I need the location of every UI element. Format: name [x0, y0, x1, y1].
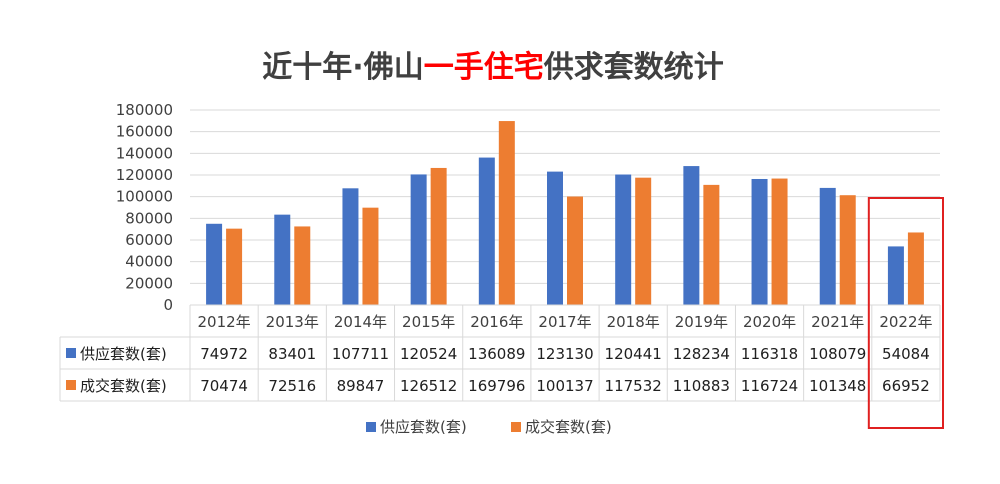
table-cell-value: 74972 — [200, 345, 248, 363]
y-tick-label: 60000 — [125, 231, 173, 249]
table-series-label: 成交套数(套) — [80, 377, 167, 395]
bar-sales-2017年 — [567, 196, 583, 305]
y-tick-label: 180000 — [116, 101, 173, 119]
bar-supply-2021年 — [819, 187, 836, 305]
category-label: 2012年 — [197, 313, 250, 331]
category-label: 2017年 — [538, 313, 591, 331]
y-tick-label: 100000 — [116, 188, 173, 206]
table-cell-value: 123130 — [536, 345, 593, 363]
table-cell-value: 117532 — [605, 377, 662, 395]
y-tick-label: 40000 — [125, 253, 173, 271]
category-label: 2018年 — [607, 313, 660, 331]
y-tick-label: 20000 — [125, 274, 173, 292]
chart-title-suffix: 供求套数统计 — [543, 50, 724, 85]
bar-supply-2020年 — [751, 178, 768, 305]
bar-supply-2018年 — [615, 174, 632, 305]
table-cell-value: 128234 — [673, 345, 730, 363]
legend-label: 供应套数(套) — [380, 418, 467, 436]
chart-title: 近十年·佛山一手住宅供求套数统计 — [262, 50, 723, 85]
table-cell-value: 100137 — [536, 377, 593, 395]
data-table: 2012年 2013年 2014年 2015年 2016年 2017年 2018年 2019年… — [59, 304, 941, 402]
category-label: 2022年 — [879, 313, 932, 331]
category-label: 2020年 — [743, 313, 796, 331]
legend-swatch — [366, 422, 376, 432]
table-series-label: 供应套数(套) — [80, 345, 167, 363]
y-axis: 0 20000 40000 60000 80000 100000 120000 140000 1… — [116, 101, 173, 314]
bar-sales-2018年 — [635, 177, 652, 305]
bar-sales-2012年 — [226, 228, 243, 305]
highlight-box — [867, 197, 944, 429]
table-cell-value: 169796 — [468, 377, 525, 395]
table-cell-value: 66952 — [882, 377, 930, 395]
bar-supply-2014年 — [342, 188, 359, 305]
category-label: 2016年 — [470, 313, 523, 331]
table-cell-value: 70474 — [200, 377, 248, 395]
bar-supply-2015年 — [410, 174, 427, 305]
legend-swatch — [511, 422, 521, 432]
chart-title-prefix: 近十年·佛山 — [262, 50, 423, 85]
y-tick-label: 120000 — [116, 166, 173, 184]
bar-sales-2021年 — [839, 195, 856, 305]
bar-supply-2013年 — [274, 214, 291, 305]
bars — [206, 121, 924, 305]
category-label: 2013年 — [266, 313, 319, 331]
table-cell-value: 54084 — [882, 345, 930, 363]
table-cell-value: 72516 — [268, 377, 316, 395]
legend: 供应套数(套) 成交套数(套) — [366, 418, 612, 436]
legend-label: 成交套数(套) — [525, 418, 612, 436]
category-label: 2019年 — [675, 313, 728, 331]
y-tick-label: 80000 — [125, 209, 173, 227]
table-cell-value: 126512 — [400, 377, 457, 395]
table-cell-value: 108079 — [809, 345, 866, 363]
bar-sales-2015年 — [430, 167, 447, 305]
table-cell-value: 101348 — [809, 377, 866, 395]
table-cell-value: 116724 — [741, 377, 798, 395]
bar-supply-2016年 — [478, 157, 495, 305]
table-series-swatch — [66, 380, 76, 390]
y-tick-label: 0 — [163, 296, 173, 314]
chart-title-highlight: 一手住宅 — [424, 50, 544, 85]
bar-sales-2014年 — [362, 207, 379, 305]
gridlines — [190, 109, 940, 306]
y-tick-label: 160000 — [116, 123, 173, 141]
category-label: 2021年 — [811, 313, 864, 331]
bar-supply-2012年 — [206, 223, 223, 305]
bar-sales-2013年 — [294, 226, 311, 305]
bar-supply-2022年 — [887, 246, 904, 305]
y-tick-label: 140000 — [116, 144, 173, 162]
table-cell-value: 107711 — [332, 345, 389, 363]
table-cell-value: 83401 — [268, 345, 316, 363]
table-cell-value: 116318 — [741, 345, 798, 363]
bar-sales-2022年 — [907, 232, 924, 305]
table-cell-value: 136089 — [468, 345, 525, 363]
table-series-swatch — [66, 348, 76, 358]
bar-sales-2020年 — [771, 178, 788, 305]
table-cell-value: 120441 — [605, 345, 662, 363]
table-cell-value: 120524 — [400, 345, 457, 363]
category-label: 2015年 — [402, 313, 455, 331]
category-label: 2014年 — [334, 313, 387, 331]
bar-sales-2016年 — [498, 121, 515, 305]
bar-sales-2019年 — [703, 184, 720, 305]
bar-supply-2019年 — [683, 166, 700, 305]
table-cell-value: 89847 — [337, 377, 385, 395]
table-cell-value: 110883 — [673, 377, 730, 395]
bar-supply-2017年 — [547, 171, 563, 305]
